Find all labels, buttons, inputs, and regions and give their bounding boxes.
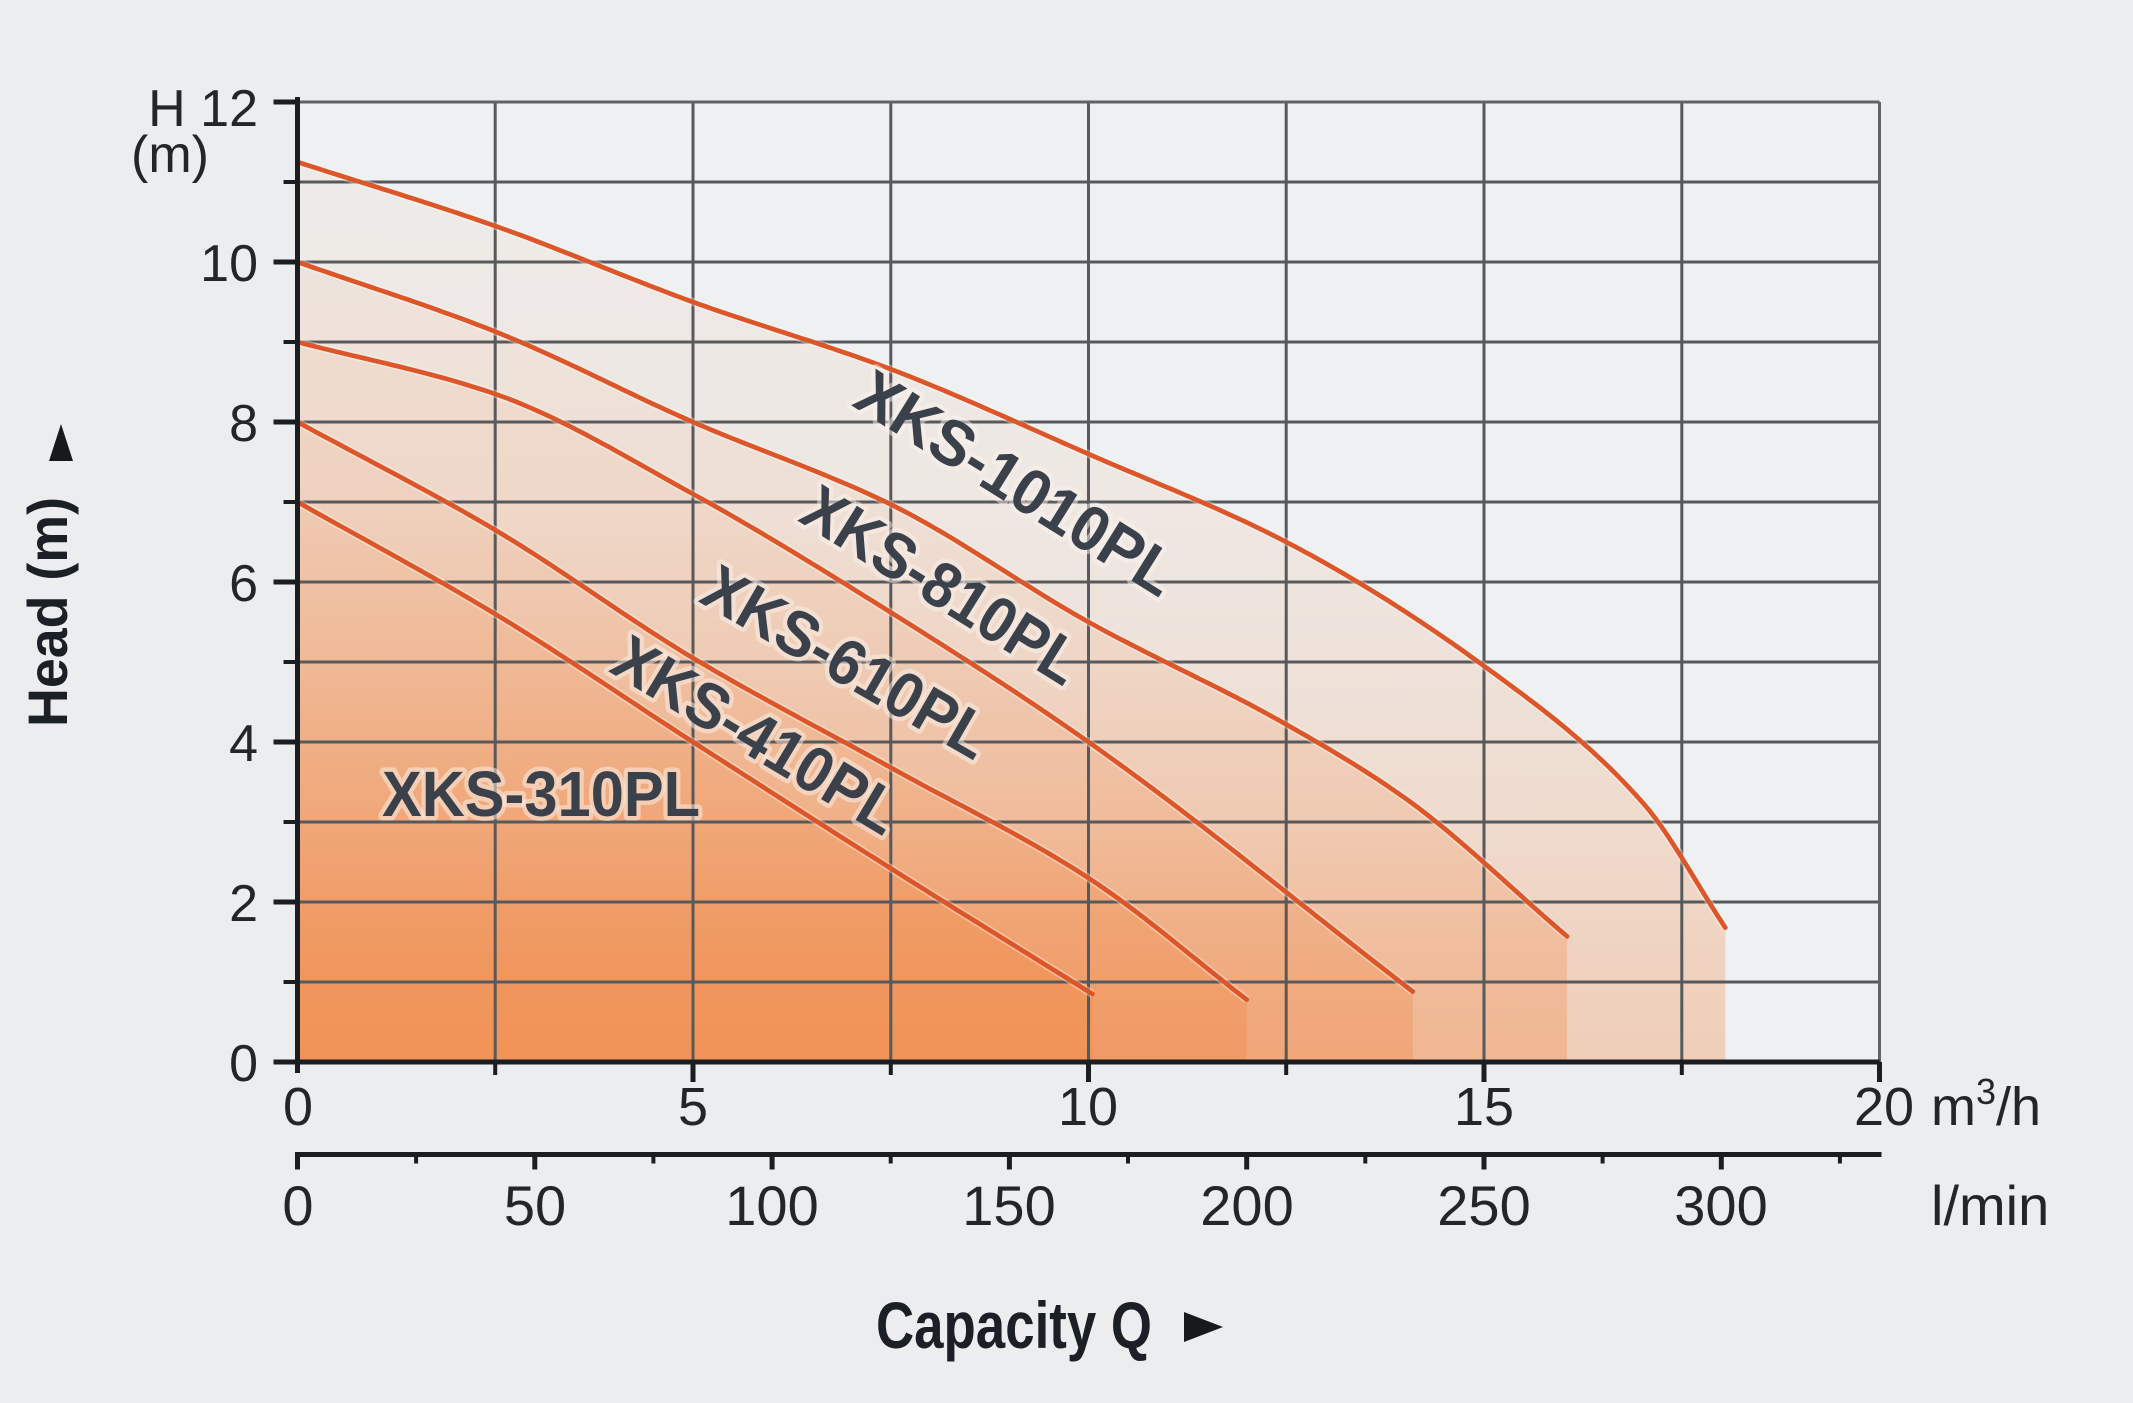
svg-text:2: 2 — [229, 875, 258, 933]
svg-text:0: 0 — [283, 1077, 313, 1137]
svg-text:0: 0 — [282, 1174, 313, 1237]
svg-text:10: 10 — [200, 235, 258, 293]
svg-text:50: 50 — [504, 1174, 566, 1237]
svg-text:10: 10 — [1058, 1077, 1118, 1137]
svg-text:6: 6 — [229, 555, 258, 613]
svg-text:200: 200 — [1200, 1174, 1293, 1237]
svg-text:100: 100 — [725, 1174, 818, 1237]
svg-text:XKS-310PL: XKS-310PL — [382, 758, 700, 830]
svg-text:4: 4 — [229, 715, 258, 773]
svg-text:15: 15 — [1454, 1077, 1514, 1137]
svg-text:250: 250 — [1437, 1174, 1530, 1237]
svg-text:(m): (m) — [131, 126, 209, 184]
svg-text:5: 5 — [678, 1077, 708, 1137]
svg-text:150: 150 — [962, 1174, 1055, 1237]
svg-text:8: 8 — [229, 395, 258, 453]
svg-text:Head (m): Head (m) — [16, 497, 79, 727]
svg-text:Capacity Q: Capacity Q — [876, 1288, 1152, 1362]
svg-text:l/min: l/min — [1931, 1174, 2049, 1237]
svg-text:300: 300 — [1674, 1174, 1767, 1237]
svg-text:0: 0 — [229, 1035, 258, 1093]
svg-text:H 12: H 12 — [148, 80, 258, 138]
svg-text:20: 20 — [1854, 1077, 1914, 1137]
